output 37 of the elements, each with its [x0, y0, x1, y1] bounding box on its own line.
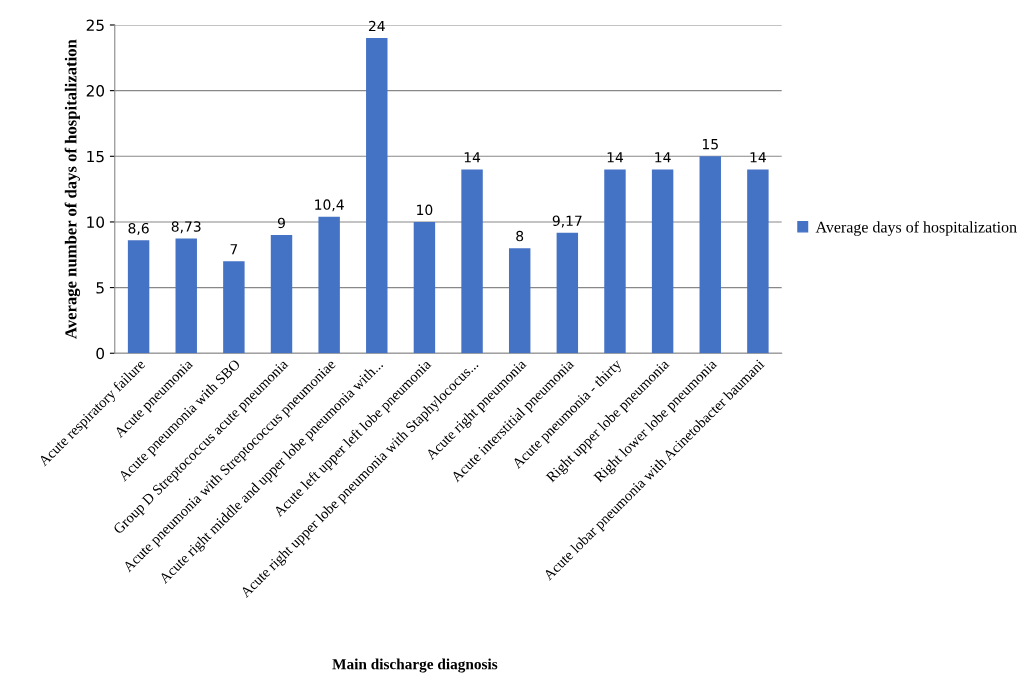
data-label: 14	[655, 152, 671, 163]
x-axis-title: Main discharge diagnosis	[332, 658, 498, 673]
data-label: 14	[607, 152, 624, 163]
bar	[556, 232, 579, 354]
bar	[747, 169, 769, 354]
data-label: 8	[516, 230, 524, 242]
y-tick-label: 20	[86, 85, 105, 97]
bar	[508, 248, 531, 354]
data-label: 9,17	[552, 215, 582, 228]
y-tick-label: 15	[87, 150, 104, 163]
y-tick-label: 5	[96, 282, 104, 294]
data-label: 8,6	[128, 222, 149, 235]
bar	[366, 38, 388, 354]
bar	[318, 216, 340, 354]
bar	[604, 169, 626, 354]
y-tick-label: 10	[87, 216, 105, 228]
data-label: 10,4	[315, 199, 344, 212]
y-tick-label: 0	[96, 347, 105, 360]
data-label: 15	[702, 139, 718, 150]
bar	[175, 238, 197, 354]
bar	[127, 240, 150, 354]
bar	[699, 156, 721, 354]
bar	[651, 169, 674, 354]
y-tick-label: 25	[86, 19, 104, 32]
data-label: 7	[230, 244, 238, 255]
data-label: 14	[750, 152, 766, 163]
legend-label: Average days of hospitalization	[815, 221, 1017, 236]
data-label: 8,73	[171, 221, 201, 234]
y-axis-title: Average number of days of hospitalization	[64, 39, 81, 339]
bar	[223, 261, 245, 354]
data-label: 24	[368, 20, 385, 32]
data-label: 9	[277, 217, 285, 229]
bar	[270, 235, 293, 354]
data-label: 10	[417, 204, 433, 216]
bar	[461, 169, 483, 354]
bar	[413, 221, 436, 354]
data-label: 14	[464, 152, 481, 163]
